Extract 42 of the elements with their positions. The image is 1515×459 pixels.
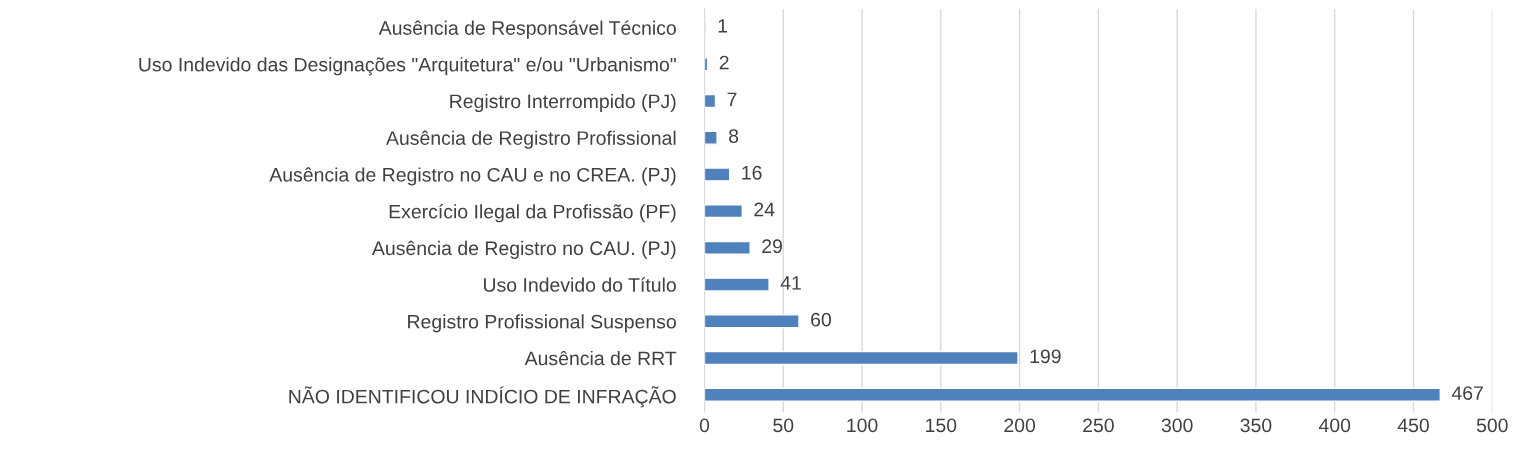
y-tick-label: Exercício Ilegal da Profissão (PF): [389, 203, 676, 223]
bar: [704, 350, 1019, 366]
data-label: 2: [719, 55, 729, 70]
data-label: 41: [780, 276, 801, 290]
x-tick-label: 350: [1240, 418, 1272, 433]
y-tick-label: NÃO IDENTIFICOU INDÍCIO DE INFRAÇÃO: [289, 386, 676, 408]
y-tick-label: Ausência de Responsável Técnico: [378, 20, 676, 39]
x-tick-label: 100: [847, 418, 878, 433]
data-label: 60: [811, 312, 831, 327]
y-tick-label: Uso Indevido do Título: [483, 277, 676, 292]
data-label: 8: [729, 129, 739, 143]
x-tick-label: 0: [699, 418, 710, 433]
x-tick-label: 200: [1004, 418, 1036, 433]
x-tick-label: 400: [1318, 418, 1351, 433]
bar: [704, 167, 731, 182]
bar: [704, 130, 718, 145]
y-tick-label: Registro Interrompido (PJ): [450, 93, 676, 113]
bar: [704, 204, 743, 219]
data-label: 199: [1030, 349, 1061, 364]
bar: [704, 277, 770, 292]
y-tick-label: Ausência de Registro Profissional: [386, 130, 676, 149]
y-tick-label: Uso Indevido das Designações "Arquitetura" e/ou "Urbanismo": [139, 57, 676, 76]
data-label: 7: [727, 92, 737, 107]
x-tick-label: 50: [773, 418, 794, 433]
x-tick-label: 500: [1476, 418, 1508, 433]
bar: [704, 240, 751, 255]
y-tick-label: Ausência de RRT: [524, 350, 677, 366]
bar: [704, 314, 800, 329]
x-tick-label: 450: [1397, 418, 1429, 433]
data-label: 24: [754, 202, 775, 217]
data-label: 1: [718, 19, 728, 33]
y-tick-label: Ausência de Registro no CAU e no CREA. (PJ): [269, 167, 676, 186]
bar: [704, 387, 1441, 402]
y-tick-label: Registro Profissional Suspenso: [408, 314, 676, 333]
data-label: 467: [1451, 386, 1483, 400]
x-tick-label: 150: [926, 418, 957, 433]
x-tick-label: 250: [1083, 418, 1114, 433]
data-label: 16: [742, 165, 762, 180]
bar: [704, 93, 717, 109]
x-tick-label: 300: [1161, 418, 1193, 433]
data-label: 29: [762, 239, 782, 254]
y-tick-label: Ausência de Registro no CAU. (PJ): [371, 240, 676, 259]
